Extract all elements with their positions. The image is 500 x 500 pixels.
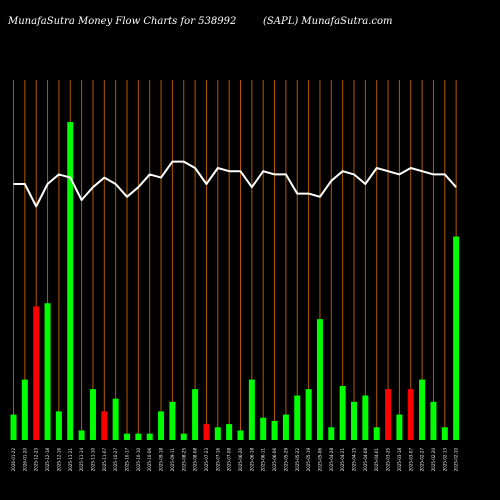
bar [294, 395, 301, 440]
bar [203, 424, 210, 440]
x-tick-label: 2026-01-22 [11, 448, 16, 472]
bar [158, 411, 165, 440]
x-tick-label: 2025-03-18 [397, 448, 402, 472]
bar [453, 236, 460, 440]
x-tick-label: 2025-09-11 [170, 448, 175, 472]
bar [441, 427, 448, 440]
x-tick-label: 2025-06-26 [238, 448, 243, 472]
bar [282, 414, 289, 440]
x-tick-label: 2026-01-20 [22, 448, 27, 472]
bar [55, 411, 62, 440]
x-tick-label: 2025-09-18 [159, 448, 164, 472]
bar [419, 379, 426, 440]
bar [180, 433, 187, 440]
x-tick-label: 2025-03-25 [386, 448, 391, 472]
x-tick-label: 2025-10-06 [147, 448, 152, 472]
x-tick-label: 2025-02-20 [431, 448, 436, 472]
x-tick-label: 2025-10-10 [136, 448, 141, 472]
bar [248, 379, 255, 440]
x-tick-label: 2025-11-14 [79, 448, 84, 472]
x-tick-label: 2025-02-13 [442, 448, 447, 472]
x-tick-label: 2025-04-15 [352, 448, 357, 472]
x-tick-label: 2025-05-29 [283, 448, 288, 472]
bar [169, 401, 176, 440]
x-axis-ticks: 2026-01-22 2026-01-20 2025-12-23 2025-12-18… [11, 448, 459, 472]
x-tick-label: 2025-12-18 [45, 448, 50, 472]
x-tick-label: 2025-04-21 [340, 448, 345, 472]
x-tick-label: 2025-10-17 [125, 448, 130, 472]
x-tick-label: 2025-08-08 [193, 448, 198, 472]
x-tick-label: 2025-04-08 [363, 448, 368, 472]
bar [101, 411, 108, 440]
bar [351, 401, 357, 440]
grid-lines [13, 80, 457, 440]
bar [385, 389, 392, 440]
bar [214, 427, 221, 440]
x-tick-label: 2025-07-16 [215, 448, 220, 472]
x-tick-label: 2025-05-19 [306, 448, 311, 472]
x-tick-label: 2025-05-22 [295, 448, 300, 472]
bar [396, 414, 403, 440]
x-tick-label: 2025-12-16 [56, 448, 61, 472]
x-tick-label: 2025-08-25 [181, 448, 186, 472]
bar-series [10, 122, 460, 440]
bar [10, 414, 17, 440]
bar [316, 319, 323, 440]
bar [271, 420, 278, 440]
bar [21, 379, 28, 440]
flow-line-path [13, 160, 457, 208]
chart-subtitle: (SAPL) MunafaSutra.com [263, 16, 393, 27]
x-tick-label: 2025-04-01 [374, 448, 379, 472]
x-tick-label: 2025-02-27 [420, 448, 425, 472]
bar [135, 433, 142, 440]
bar [78, 430, 85, 440]
bar [407, 389, 414, 440]
x-tick-label: 2025-06-06 [272, 448, 277, 472]
x-tick-label: 2025-04-28 [329, 448, 334, 472]
bar [67, 122, 74, 440]
chart-title: MunafaSutra Money Flow Charts for 538992 [8, 16, 237, 27]
x-tick-label: 2025-11-10 [90, 448, 95, 472]
x-tick-label: 2025-03-07 [408, 448, 413, 472]
x-tick-label: 2025-06-11 [261, 448, 266, 472]
bar [89, 389, 96, 440]
bar [430, 401, 437, 440]
bar [237, 430, 244, 440]
bar [373, 427, 380, 440]
bar [305, 389, 312, 440]
bar [362, 395, 369, 440]
flow-line [13, 160, 457, 208]
bar [44, 303, 51, 440]
bar [260, 417, 267, 440]
x-tick-label: 2025-07-23 [204, 448, 209, 472]
x-tick-label: 2025-02-10 [454, 448, 459, 472]
bar [339, 385, 346, 440]
bar [124, 433, 130, 440]
x-tick-label: 2025-11-07 [102, 448, 107, 472]
x-tick-label: 2025-05-06 [317, 448, 322, 472]
bar [192, 389, 199, 440]
bar [328, 427, 335, 440]
x-tick-label: 2025-06-18 [249, 448, 254, 472]
bar [226, 424, 233, 440]
bar [33, 306, 40, 440]
x-tick-label: 2025-07-08 [227, 448, 232, 472]
x-tick-label: 2025-10-27 [113, 448, 118, 472]
bar [146, 433, 153, 440]
x-tick-label: 2025-11-21 [68, 448, 73, 472]
bar [112, 398, 119, 440]
x-tick-label: 2025-12-23 [34, 448, 39, 472]
